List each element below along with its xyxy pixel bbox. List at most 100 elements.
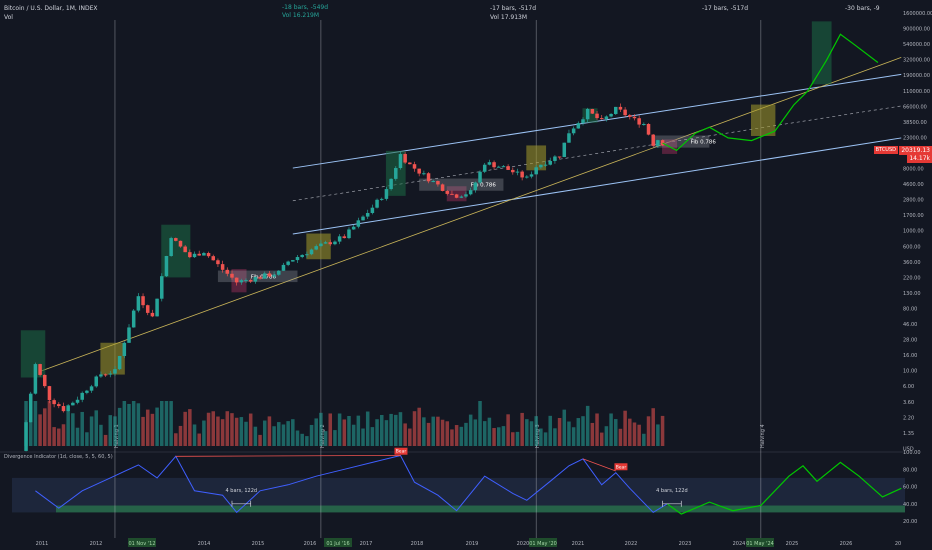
- candle-body: [403, 154, 407, 163]
- volume-bar: [459, 426, 464, 446]
- candle-body: [192, 253, 197, 258]
- volume-bar: [351, 424, 356, 446]
- indicator-y-tick: 40.00: [903, 502, 917, 508]
- volume-bar: [24, 401, 28, 446]
- volume-bar: [534, 416, 538, 446]
- x-tick-label: 2014: [198, 541, 211, 547]
- volume-bar: [89, 416, 94, 446]
- candle-body: [103, 374, 108, 376]
- volume-bar: [403, 423, 407, 446]
- candle-body: [351, 226, 356, 230]
- measure2-vol: Vol 17.913M: [490, 14, 528, 21]
- candle-body: [501, 166, 506, 168]
- volume-bar: [244, 421, 248, 446]
- candle-body: [183, 246, 187, 253]
- candle-body: [436, 181, 440, 185]
- candle-body: [239, 280, 244, 283]
- candle-body: [581, 119, 585, 124]
- candle-body: [300, 254, 304, 258]
- candle-body: [47, 386, 52, 401]
- range-label: 4 bars, 122d: [656, 488, 688, 494]
- candle-body: [281, 264, 286, 271]
- y-tick-label: 3.60: [903, 400, 914, 406]
- halving-label: Halving 2: [320, 424, 326, 448]
- candle-body: [543, 164, 548, 166]
- volume-bar: [571, 427, 576, 446]
- x-tick-label: 01 May '24: [746, 541, 774, 547]
- volume-bar: [71, 413, 75, 446]
- volume-bar: [295, 430, 300, 446]
- volume-bar: [94, 410, 99, 446]
- volume-bar: [216, 416, 220, 446]
- measure4-bars: -30 bars, -9: [845, 5, 880, 12]
- candle-body: [459, 196, 464, 198]
- volume-bar: [599, 432, 604, 446]
- candle-body: [585, 108, 590, 120]
- volume-bar: [426, 422, 431, 446]
- volume-label: Vol: [4, 14, 13, 21]
- candle-body: [169, 238, 173, 257]
- candle-body: [623, 109, 627, 116]
- candle-body: [38, 364, 42, 375]
- volume-bar: [57, 428, 61, 446]
- volume-bar: [389, 413, 393, 446]
- y-tick-label: 540000.00: [903, 42, 930, 48]
- x-tick-highlight: [128, 538, 156, 547]
- candle-body: [328, 242, 333, 245]
- y-tick-label: 130.00: [903, 291, 921, 297]
- volume-bar: [309, 424, 314, 446]
- x-tick-highlight: [324, 538, 352, 547]
- x-tick-label: 2020: [517, 541, 530, 547]
- candle-body: [57, 404, 61, 407]
- candle-body: [422, 173, 426, 175]
- candle-body: [286, 261, 290, 265]
- x-tick-label: 2019: [466, 541, 479, 547]
- candle-body: [412, 164, 417, 169]
- x-tick-label: 01 May '20: [529, 541, 557, 547]
- volume-bar: [585, 405, 590, 446]
- indicator-y-tick: 60.00: [903, 485, 917, 491]
- x-tick-label: 2011: [36, 541, 49, 547]
- candle-body: [384, 189, 389, 199]
- candle-body: [632, 116, 637, 119]
- volume-bar: [192, 424, 197, 446]
- volume-bar: [220, 419, 225, 446]
- volume-bar: [543, 432, 548, 446]
- candle-body: [389, 178, 393, 190]
- volume-bar: [562, 409, 567, 446]
- volume-bar: [520, 412, 524, 446]
- volume-bar: [370, 427, 375, 446]
- candle-body: [539, 164, 543, 168]
- volume-bar: [464, 422, 468, 446]
- y-tick-label: 190000.00: [903, 73, 930, 79]
- candle-body: [370, 207, 375, 213]
- volume-bar: [450, 429, 454, 446]
- fib-box: [217, 270, 298, 283]
- candle-body: [85, 390, 89, 393]
- volume-bar: [604, 426, 609, 446]
- volume-bar: [347, 416, 351, 446]
- volume-bar: [337, 413, 342, 446]
- halving-box: [306, 233, 331, 260]
- y-tick-label: 4600.00: [903, 182, 924, 188]
- candle-body: [347, 229, 351, 239]
- y-tick-label: USD: [903, 446, 914, 452]
- volume-bar: [473, 419, 478, 446]
- candle-body: [216, 260, 220, 265]
- measure1-vol: Vol 16.219M: [282, 12, 320, 19]
- volume-bar: [66, 411, 70, 446]
- candle-body: [361, 216, 365, 221]
- candle-body: [342, 236, 347, 239]
- y-tick-label: 66000.00: [903, 104, 927, 110]
- volume-bar: [127, 403, 131, 446]
- x-tick-label: 2023: [679, 541, 692, 547]
- volume-bar: [590, 422, 595, 446]
- volume-bar: [169, 401, 173, 446]
- measure2-bars: -17 bars, -517d: [490, 5, 537, 12]
- volume-bar: [623, 410, 627, 446]
- volume-bar: [61, 424, 66, 446]
- candle-body: [262, 273, 267, 279]
- candle-body: [628, 115, 632, 117]
